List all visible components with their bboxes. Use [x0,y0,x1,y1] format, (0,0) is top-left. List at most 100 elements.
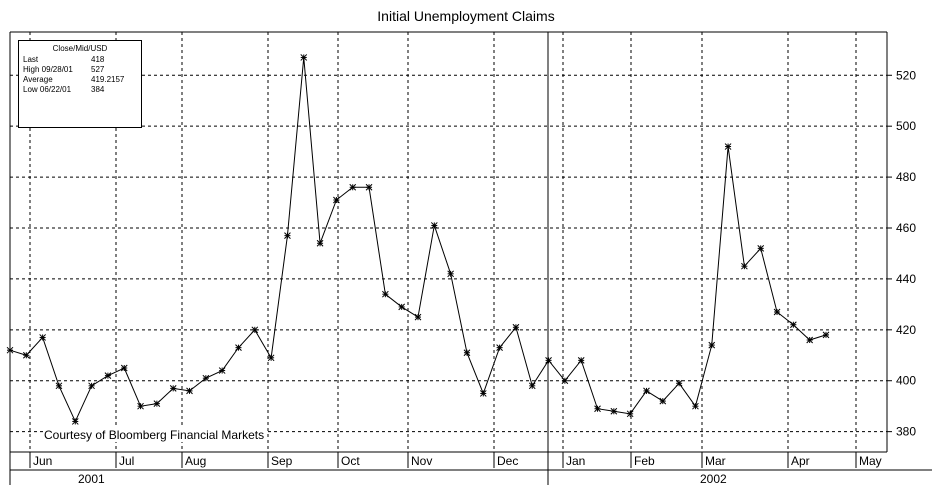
data-point [724,143,732,150]
stats-legend-box: Close/Mid/USD Last 418 High 09/28/01 527… [18,40,142,128]
marker-stroke [447,270,454,278]
marker-stroke [55,382,63,390]
marker-stroke [822,331,830,339]
marker-stroke [267,354,275,362]
data-point [398,303,406,311]
data-point [186,387,193,395]
x-month-label: Oct [341,454,360,468]
legend-value: 384 [91,85,105,94]
marker-stroke [790,321,797,329]
plot-frame [9,31,888,453]
y-tick-label: 500 [896,119,916,133]
x-year-label: 2001 [78,472,105,485]
marker-stroke [202,374,210,382]
x-month-label: May [859,454,882,468]
marker-stroke [71,418,79,425]
data-point [202,374,210,382]
data-point [610,407,618,415]
x-month-label: Mar [705,454,726,468]
marker-stroke [22,351,30,359]
marker-stroke [137,402,144,410]
marker-stroke [6,346,14,354]
marker-stroke [104,372,112,379]
marker-stroke [806,336,814,344]
legend-label: Low 06/22/01 [23,85,72,94]
data-point [104,372,112,379]
x-month-label: Aug [185,454,206,468]
y-tick-label: 480 [896,170,916,184]
data-point [528,382,536,390]
marker-stroke [692,402,699,410]
marker-stroke [365,183,373,191]
x-month-label: Dec [497,454,518,468]
marker-stroke [218,367,226,374]
data-point [790,321,797,329]
x-month-label: Apr [791,454,810,468]
marker-stroke [414,313,422,321]
marker-stroke [724,143,732,150]
data-point [643,387,650,395]
data-point [71,418,79,425]
data-point [447,270,454,278]
data-point [414,313,422,321]
marker-stroke [39,334,46,341]
marker-stroke [153,400,161,407]
marker-stroke [643,387,650,395]
data-point [251,326,259,334]
x-month-label: Nov [411,454,432,468]
x-axis: Jun Jul Aug Sep Oct Nov Dec Jan Feb Mar Apr May 2001… [9,452,932,485]
y-tick-label: 520 [896,68,916,82]
marker-stroke [675,379,683,387]
data-point [218,367,226,374]
data-point [512,323,520,331]
data-point [235,344,242,351]
marker-stroke [430,222,438,229]
y-tick-label: 380 [896,425,916,439]
marker-stroke [186,387,193,395]
data-point [577,357,585,364]
legend-row-high: High 09/28/01 527 [23,65,137,75]
y-axis: 380 400 420 440 460 480 500 520 [887,68,916,439]
legend-value: 418 [91,55,105,64]
x-month-label: Jun [33,454,52,468]
data-point [496,344,503,351]
y-tick-label: 420 [896,323,916,337]
data-point [39,334,46,341]
marker-stroke [496,344,503,351]
marker-stroke [708,341,716,349]
marker-stroke [512,323,520,331]
marker-stroke [463,349,471,357]
legend-label: Average [23,75,53,84]
marker-stroke [333,196,340,204]
marker-stroke [610,407,618,415]
data-point [6,346,14,354]
x-year-label: 2002 [700,472,727,485]
data-series [6,54,830,425]
data-point [88,382,95,390]
legend-label: High 09/28/01 [23,65,73,74]
y-tick-label: 460 [896,221,916,235]
x-month-label: Sep [271,454,293,468]
marker-stroke [169,385,177,392]
data-point [153,400,161,407]
data-point [692,402,699,410]
x-month-label: Jan [566,454,585,468]
data-point [741,262,748,270]
marker-stroke [659,397,667,405]
data-point [675,379,683,387]
data-point [659,397,667,405]
marker-stroke [741,262,748,270]
legend-row-average: Average 419.2157 [23,75,137,85]
data-point [545,357,552,364]
data-point [365,183,373,191]
data-point [822,331,830,339]
legend-row-last: Last 418 [23,55,137,65]
marker-stroke [528,382,536,390]
marker-stroke [626,410,634,418]
data-point [806,336,814,344]
marker-stroke [316,239,324,247]
marker-stroke [757,245,765,252]
data-point [300,54,308,61]
marker-stroke [120,364,128,372]
